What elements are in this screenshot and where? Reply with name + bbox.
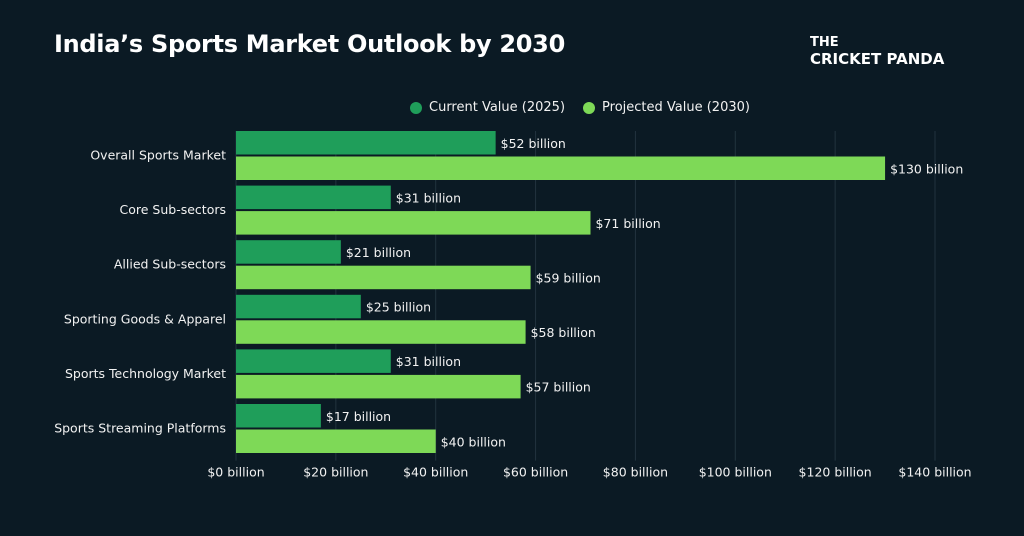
data-label-projected: $58 billion xyxy=(531,325,596,340)
bar-projected xyxy=(236,265,531,290)
legend-label-projected: Projected Value (2030) xyxy=(602,100,750,115)
bar-projected xyxy=(236,320,526,344)
data-label-current: $17 billion xyxy=(326,409,391,424)
x-tick-label: $20 billion xyxy=(303,465,368,480)
data-label-current: $21 billion xyxy=(346,245,411,260)
bar-projected xyxy=(236,374,521,399)
legend-label-current: Current Value (2025) xyxy=(429,100,566,115)
bar-current xyxy=(236,404,321,428)
brand-line-2: CRICKET PANDA xyxy=(810,50,945,68)
data-label-current: $52 billion xyxy=(501,136,566,151)
data-label-current: $25 billion xyxy=(366,300,431,315)
category-label: Sports Technology Market xyxy=(65,366,226,381)
bar-current xyxy=(236,240,341,264)
data-label-current: $31 billion xyxy=(396,354,461,369)
data-label-current: $31 billion xyxy=(396,190,461,205)
bar-projected xyxy=(236,429,436,453)
data-label-projected: $71 billion xyxy=(595,216,660,231)
category-label: Allied Sub-sectors xyxy=(114,257,226,272)
data-label-projected: $57 billion xyxy=(526,380,591,395)
bar-current xyxy=(236,349,391,373)
x-tick-label: $60 billion xyxy=(503,465,568,480)
legend-item-projected: Projected Value (2030) xyxy=(583,100,750,115)
legend-swatch-projected xyxy=(583,101,596,114)
x-tick-label: $0 billion xyxy=(207,465,264,480)
brand-logo: THE CRICKET PANDA xyxy=(810,34,944,68)
legend-item-current: Current Value (2025) xyxy=(410,100,565,115)
legend-swatch-current xyxy=(410,101,422,114)
category-label: Overall Sports Market xyxy=(90,148,226,163)
x-tick-label: $140 billion xyxy=(898,465,971,480)
bar-current xyxy=(236,294,361,319)
brand-line-1: THE xyxy=(810,35,839,50)
bar-current xyxy=(236,131,496,155)
x-tick-label: $40 billion xyxy=(403,465,468,480)
data-label-projected: $40 billion xyxy=(441,434,506,449)
bar-projected xyxy=(236,211,591,235)
category-label: Core Sub-sectors xyxy=(120,202,226,217)
bar-current xyxy=(236,185,391,210)
x-tick-label: $100 billion xyxy=(699,465,772,480)
chart-legend: Current Value (2025) Projected Value (20… xyxy=(410,100,768,115)
x-tick-label: $80 billion xyxy=(603,465,668,480)
data-label-projected: $59 billion xyxy=(536,270,601,285)
chart-title: India’s Sports Market Outlook by 2030 xyxy=(54,30,565,58)
data-label-projected: $130 billion xyxy=(890,161,963,176)
category-label: Sporting Goods & Apparel xyxy=(64,311,226,326)
category-label: Sports Streaming Platforms xyxy=(54,421,226,436)
bar-projected xyxy=(236,156,886,180)
x-tick-label: $120 billion xyxy=(799,465,872,480)
